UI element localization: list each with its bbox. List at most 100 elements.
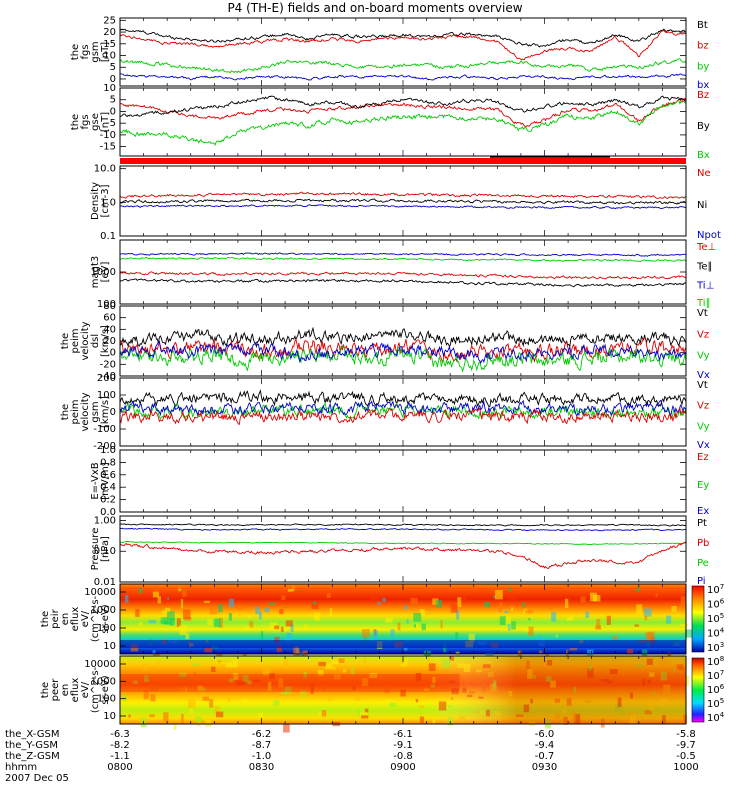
x-axis-value: -8.7: [252, 740, 272, 751]
y-axis-label: the: [70, 44, 81, 60]
spectrogram-texture: [647, 631, 655, 642]
spectrogram-texture: [138, 587, 143, 594]
spectrogram-texture: [228, 613, 233, 621]
spectrogram-texture: [504, 610, 509, 614]
series-line-te: [119, 278, 687, 288]
x-axis-value: 1000: [673, 762, 698, 773]
y-axis-label: Density: [90, 182, 101, 220]
spectrogram-texture: [508, 586, 512, 592]
colorbar-tick-label: 105: [707, 697, 724, 710]
legend-label-by-1: By: [697, 121, 710, 132]
spectrogram-texture: [595, 625, 602, 630]
spectrogram-texture: [636, 604, 643, 615]
series-line-vy: [119, 345, 687, 373]
spectrogram-texture: [511, 621, 516, 630]
legend-label-bx-3: bx: [697, 80, 709, 91]
x-axis-value: -6.1: [393, 729, 413, 740]
legend-label-vy-2: Vy: [697, 351, 710, 362]
spectrogram-texture: [249, 621, 254, 628]
spectrogram-texture: [370, 595, 378, 602]
spectrogram-band-mid: [120, 674, 460, 692]
spectrogram-texture: [152, 591, 160, 598]
y-tick-label: -15: [100, 142, 116, 153]
y-tick-label: 10.0: [94, 164, 116, 175]
spectrogram-texture: [167, 611, 175, 621]
legend-label-bx-2: Bx: [697, 150, 710, 161]
y-axis-label: eflux: [70, 607, 81, 632]
spectrogram-texture: [286, 632, 293, 643]
spectrogram-texture: [685, 675, 689, 686]
y-tick-label: 100: [97, 390, 116, 401]
spectrogram-texture: [281, 595, 286, 601]
spectrogram-texture: [413, 612, 422, 622]
y-tick-label: 0.1: [100, 231, 116, 242]
spectrogram-texture: [160, 617, 169, 624]
series-line-pb: [119, 541, 687, 570]
spectrogram-texture: [643, 608, 652, 617]
spectrogram-texture: [169, 618, 175, 626]
spectrogram-texture: [292, 585, 295, 591]
x-axis-value: -6.0: [535, 729, 555, 740]
x-axis-row-label: the_X-GSM: [5, 729, 59, 740]
y-tick-label: 10: [103, 51, 116, 62]
spectrogram-texture: [382, 597, 386, 602]
spectrogram-texture: [494, 590, 503, 600]
spectrogram-texture: [283, 723, 290, 733]
spectrogram-texture: [450, 604, 458, 613]
x-axis-row-label: the_Y-GSM: [5, 740, 58, 751]
spectrogram-texture: [179, 625, 187, 635]
y-tick-label: -20: [100, 359, 116, 370]
spectrogram-texture: [173, 723, 177, 730]
panel-frame: [119, 305, 687, 377]
legend-label-te-0: Te⊥: [696, 242, 716, 253]
series-line-npot: [119, 204, 687, 210]
series-line-bz: [119, 98, 687, 128]
spectrogram-texture: [311, 600, 319, 610]
legend-label-ti-2: Ti⊥: [696, 281, 714, 292]
legend-label-ne-0: Ne: [697, 168, 711, 179]
spectrogram-texture: [161, 610, 166, 615]
series-line-vx: [119, 399, 687, 417]
y-tick-label: -100: [93, 424, 116, 435]
spectrogram-texture: [279, 608, 284, 615]
colorbar-tick-label: 104: [707, 627, 725, 640]
y-axis-label: eV/: [80, 610, 91, 627]
spectrogram-texture: [153, 586, 158, 591]
spectrogram-texture: [508, 624, 511, 631]
y-axis-label: gse: [90, 113, 101, 131]
spectrogram-texture: [566, 617, 571, 621]
y-tick-label: 10: [103, 711, 116, 722]
x-axis-value: -1.1: [110, 751, 130, 762]
spectrogram-texture: [510, 595, 516, 600]
spectrogram-texture: [182, 590, 187, 597]
spectrogram-texture: [248, 615, 251, 618]
x-axis-value: -6.3: [110, 729, 130, 740]
spectrogram-texture: [636, 586, 641, 592]
x-axis-value: -0.8: [393, 751, 413, 762]
spectrogram-texture: [504, 616, 511, 624]
y-axis-label: sr-eV): [100, 604, 111, 633]
y-tick-label: 5: [110, 62, 116, 73]
spectrogram-texture: [455, 632, 459, 639]
legend-label-ey-1: Ey: [697, 480, 709, 491]
panel-frame: [119, 87, 687, 157]
spectrogram-texture: [204, 648, 213, 653]
y-tick-label: 1000: [91, 676, 116, 687]
series-line-by: [119, 58, 687, 74]
spectrogram-texture: [585, 611, 590, 618]
colorbar: [691, 585, 705, 653]
x-axis-value: -9.7: [676, 740, 696, 751]
spectrogram-texture: [499, 616, 506, 626]
spectrogram-texture: [406, 619, 409, 624]
spectrogram-texture: [180, 598, 184, 608]
panel-peim_velocity_gsm: 200 100 0 -100 -200 the peim velocity gsm [km/s] V…: [60, 373, 710, 452]
y-axis-label: en: [60, 684, 71, 697]
spectrogram-texture: [555, 634, 558, 638]
y-axis-label: [nT]: [100, 112, 111, 132]
series-line-pi: [120, 527, 687, 532]
legend-label-pt-0: Pt: [697, 518, 707, 529]
spectrogram-texture: [522, 601, 525, 608]
y-axis-label: Pressure: [90, 528, 101, 571]
legend-label-ti-3: Ti∥: [696, 298, 711, 309]
spectrogram-texture: [312, 601, 317, 605]
